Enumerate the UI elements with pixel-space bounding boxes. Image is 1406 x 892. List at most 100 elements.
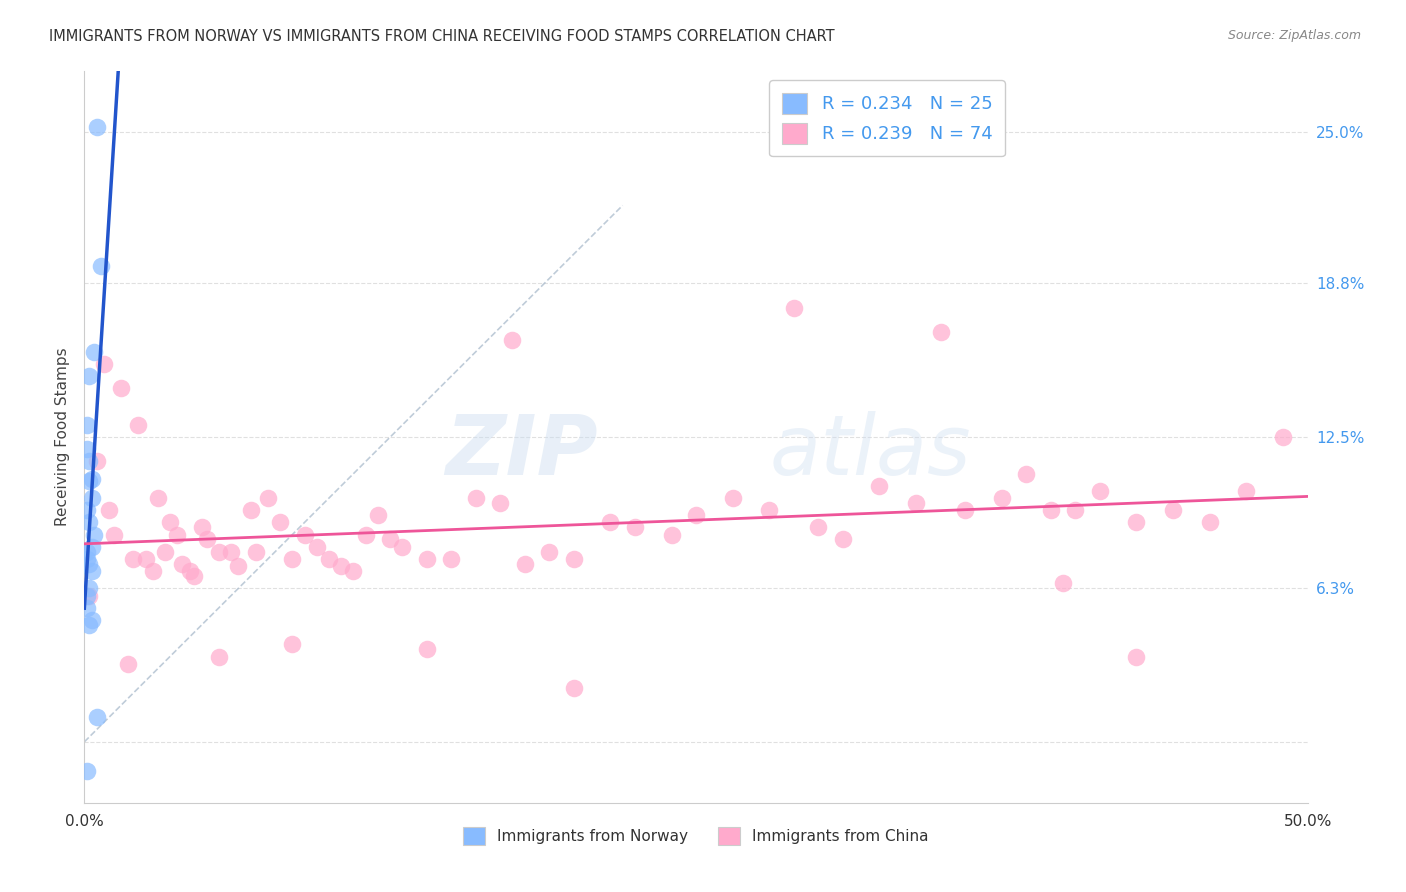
Y-axis label: Receiving Food Stamps: Receiving Food Stamps [55,348,70,526]
Point [183,569,205,583]
Point [489,496,512,510]
Point [135,552,157,566]
Text: atlas: atlas [769,411,972,492]
Point [562,552,585,566]
Point [122,552,145,566]
Point [1064,503,1087,517]
Point [1088,483,1111,498]
Point [294,527,316,541]
Point [77,369,100,384]
Point [354,527,377,541]
Text: IMMIGRANTS FROM NORWAY VS IMMIGRANTS FROM CHINA RECEIVING FOOD STAMPS CORRELATIO: IMMIGRANTS FROM NORWAY VS IMMIGRANTS FRO… [49,29,835,44]
Point [1198,516,1220,530]
Point [380,533,402,547]
Point [77,474,100,488]
Point [76,503,98,517]
Point [807,520,830,534]
Point [179,564,201,578]
Point [146,491,169,505]
Point [103,527,125,541]
Point [219,544,242,558]
Point [228,559,250,574]
Point [166,527,188,541]
Point [367,508,389,522]
Point [318,552,340,566]
Point [281,637,304,651]
Point [77,581,100,595]
Text: Source: ZipAtlas.com: Source: ZipAtlas.com [1227,29,1361,42]
Point [416,552,439,566]
Point [208,544,231,558]
Point [991,491,1014,505]
Point [416,642,439,657]
Point [76,600,98,615]
Point [77,617,100,632]
Point [599,516,621,530]
Point [1125,516,1147,530]
Point [86,454,108,468]
Point [281,552,304,566]
Point [153,544,176,558]
Point [97,503,120,517]
Point [953,503,976,517]
Point [86,710,108,724]
Point [1039,503,1062,517]
Point [76,544,98,558]
Point [80,471,103,485]
Point [330,559,353,574]
Point [76,589,98,603]
Point [440,552,463,566]
Point [245,544,267,558]
Point [257,491,280,505]
Point [208,649,231,664]
Point [538,544,561,558]
Point [1015,467,1038,481]
Point [502,333,524,347]
Text: ZIP: ZIP [446,411,598,492]
Point [127,417,149,432]
Point [76,442,98,457]
Point [159,516,181,530]
Point [110,381,132,395]
Point [685,508,707,522]
Point [195,533,218,547]
Point [513,557,536,571]
Point [624,520,647,534]
Point [758,503,780,517]
Point [76,552,98,566]
Point [172,557,194,571]
Point [1052,576,1074,591]
Point [1125,649,1147,664]
Point [80,564,103,578]
Point [342,564,364,578]
Point [661,527,683,541]
Point [83,527,105,541]
Legend: Immigrants from Norway, Immigrants from China: Immigrants from Norway, Immigrants from … [451,815,941,857]
Point [80,491,103,505]
Point [76,764,98,778]
Point [90,260,112,274]
Point [142,564,165,578]
Point [905,496,928,510]
Point [1161,503,1184,517]
Point [117,657,139,671]
Point [831,533,853,547]
Point [464,491,486,505]
Point [86,120,108,135]
Point [721,491,744,505]
Point [929,325,952,339]
Point [1236,483,1258,498]
Point [1272,430,1295,444]
Point [77,454,100,468]
Point [391,540,413,554]
Point [77,516,100,530]
Point [83,344,105,359]
Point [93,357,115,371]
Point [191,520,214,534]
Point [562,681,585,696]
Point [80,540,103,554]
Point [77,589,100,603]
Point [783,301,806,315]
Point [269,516,291,530]
Point [305,540,328,554]
